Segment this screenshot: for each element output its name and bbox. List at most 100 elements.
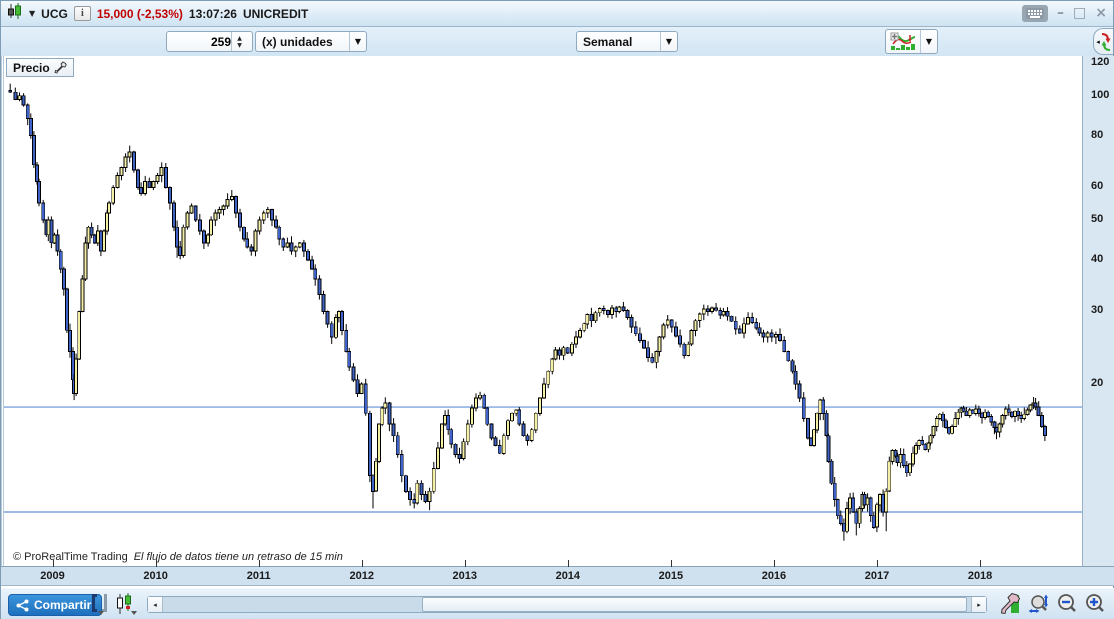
- scroll-right-button[interactable]: ▸: [971, 597, 986, 612]
- chart-style-button[interactable]: [116, 593, 138, 616]
- wrench-icon[interactable]: [54, 61, 67, 74]
- keyboard-icon[interactable]: [1022, 4, 1049, 22]
- chart-options-button[interactable]: [999, 592, 1023, 616]
- price-panel-tab[interactable]: Precio: [6, 58, 74, 77]
- share-button[interactable]: Compartir: [8, 594, 103, 616]
- scrollbar-track[interactable]: [163, 597, 971, 612]
- candle-body: [997, 423, 1002, 433]
- candle-body: [185, 212, 190, 228]
- candle-body: [994, 427, 999, 433]
- candle-body: [574, 336, 578, 345]
- candle-body: [449, 429, 454, 445]
- candle-body: [64, 288, 69, 331]
- add-indicator-button[interactable]: ▼: [885, 29, 938, 54]
- candle-body: [1019, 414, 1024, 420]
- time-axis[interactable]: 2009 2010 2011 2012 2013 2014 2015 2016 2017 2018: [1, 560, 1114, 586]
- candle-body: [469, 407, 474, 425]
- units-count-input[interactable]: [167, 33, 231, 50]
- candle-body: [865, 497, 870, 506]
- candle-body: [928, 435, 933, 444]
- candle-body: [155, 175, 160, 182]
- price-axis[interactable]: 120 100 80 60 50 40 30 20: [1082, 56, 1114, 566]
- candle-body: [77, 311, 82, 360]
- candle-body: [301, 242, 306, 252]
- candle-body: [862, 494, 867, 506]
- candle-body: [31, 135, 36, 166]
- price-chart-panel[interactable]: 120 100 80 60 50 40 30 20 Precio © ProRealTime …: [1, 56, 1114, 566]
- candle-body: [848, 497, 853, 509]
- candle-body: [189, 205, 194, 214]
- zoom-in-button[interactable]: [1083, 592, 1107, 616]
- close-button[interactable]: ×: [1095, 5, 1107, 21]
- zoom-out-button[interactable]: [1055, 592, 1079, 616]
- candle-body: [986, 411, 991, 417]
- candle-body: [661, 324, 666, 338]
- candle-body: [163, 167, 168, 188]
- candle-body: [415, 482, 420, 504]
- candle-body: [399, 454, 404, 477]
- candle-body: [1028, 404, 1033, 411]
- candle-body: [809, 437, 813, 446]
- candle-body: [46, 219, 51, 236]
- year-tick: [980, 560, 982, 567]
- candle-body: [457, 454, 462, 460]
- candle-body: [485, 407, 490, 425]
- candle-body: [832, 482, 837, 501]
- units-type-dropdown[interactable]: (x) unidades ▼: [255, 31, 367, 52]
- candle-body: [21, 95, 26, 106]
- candle-body: [589, 314, 594, 322]
- candle-body: [257, 219, 262, 232]
- candle-body: [225, 199, 230, 207]
- units-stepper[interactable]: ▲ ▼: [231, 32, 247, 51]
- maximize-button[interactable]: □: [1073, 5, 1087, 21]
- candle-body: [633, 326, 638, 335]
- candle-body: [765, 332, 770, 338]
- candle-body: [992, 421, 997, 428]
- candlestick-chart[interactable]: [4, 56, 1114, 566]
- candle-body: [610, 307, 614, 315]
- candle-body: [650, 357, 655, 363]
- candle-body: [427, 490, 432, 502]
- candle-body: [285, 242, 290, 248]
- timeframe-dropdown[interactable]: Semanal ▼: [576, 31, 678, 52]
- symbol-dropdown-caret[interactable]: ▼: [29, 9, 36, 18]
- candle-body: [725, 311, 730, 317]
- candle-body: [245, 238, 250, 248]
- zoom-fit-button[interactable]: [1027, 592, 1051, 616]
- detach-window-button[interactable]: [91, 593, 109, 615]
- candle-body: [317, 278, 322, 295]
- horizontal-scrollbar[interactable]: ◂ ▸: [147, 596, 987, 613]
- minimize-button[interactable]: –: [1057, 5, 1065, 21]
- candle-body: [221, 205, 226, 210]
- candle-body: [569, 343, 574, 354]
- candle-body: [956, 411, 961, 420]
- delay-notice: El flujo de datos tiene un retraso de 15…: [133, 551, 343, 563]
- candle-body: [629, 317, 634, 328]
- candle-body: [953, 418, 958, 427]
- candle-body: [367, 412, 372, 477]
- candle-body: [127, 151, 132, 158]
- candle-body: [233, 195, 238, 214]
- price-panel-label: Precio: [13, 60, 50, 75]
- candle-body: [265, 209, 270, 214]
- candle-body: [525, 435, 530, 441]
- candle-body: [206, 234, 211, 244]
- candle-body: [329, 323, 334, 338]
- scrollbar-thumb[interactable]: [421, 597, 967, 612]
- candle-body: [582, 323, 587, 331]
- candle-body: [297, 242, 302, 248]
- side-panel-toggle[interactable]: ◂: [1093, 28, 1113, 55]
- year-tick-label: 2017: [864, 570, 890, 582]
- candle-body: [80, 278, 85, 312]
- scroll-left-button[interactable]: ◂: [148, 597, 163, 612]
- chevron-down-icon: ▼: [349, 32, 366, 51]
- year-tick-label: 2014: [555, 570, 581, 582]
- info-icon[interactable]: i: [73, 6, 91, 21]
- candle-body: [705, 308, 710, 312]
- candle-body: [841, 522, 846, 532]
- candle-body: [412, 499, 417, 504]
- candle-body: [249, 246, 254, 252]
- candle-body: [289, 242, 294, 252]
- candle-body: [976, 408, 981, 414]
- candle-body: [493, 437, 498, 446]
